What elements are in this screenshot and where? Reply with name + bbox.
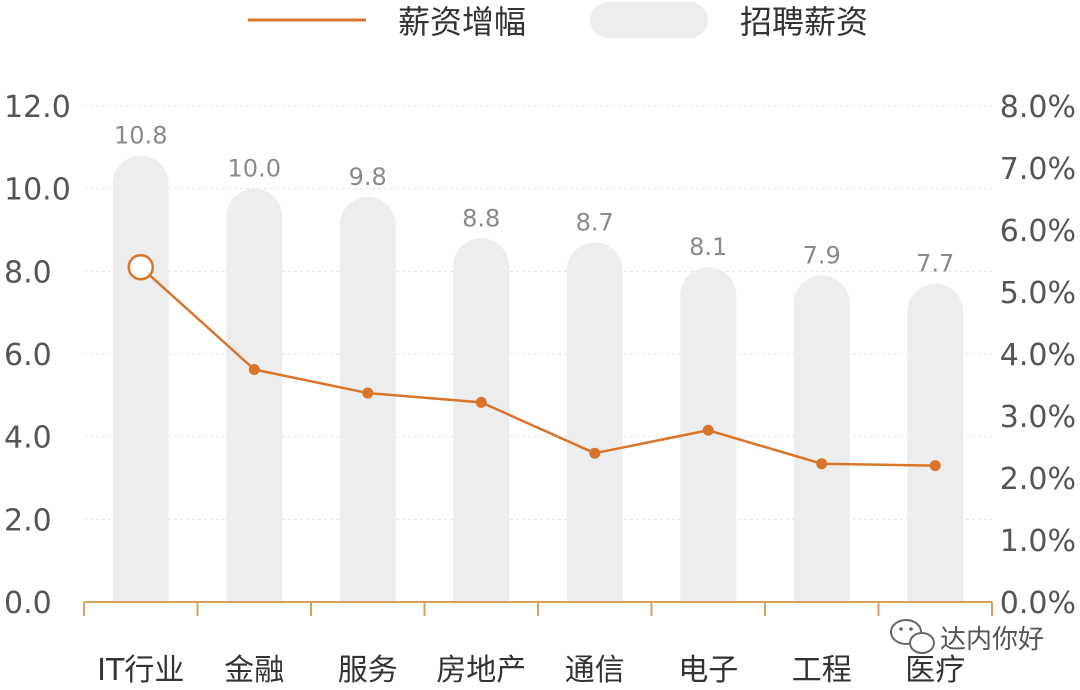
- bar-0: [112, 155, 169, 602]
- grid-lines: [84, 105, 992, 520]
- bar-7: [907, 283, 964, 602]
- y-right-tick-label: 6.0%: [1000, 214, 1076, 249]
- growth-point: [929, 460, 941, 472]
- growth-line-path: [139, 266, 936, 467]
- legend-label-salary-growth: 薪资增幅: [398, 3, 526, 41]
- y-left-tick-label: 6.0: [4, 338, 52, 373]
- legend-bar-swatch: [590, 2, 708, 38]
- bar-value-label: 7.7: [916, 250, 954, 278]
- category-label: 房地产: [436, 653, 526, 688]
- bar-value-label: 8.1: [689, 233, 727, 261]
- bar-2: [339, 196, 396, 602]
- legend: 薪资增幅 招聘薪资: [248, 2, 868, 41]
- watermark-text: 达内你好: [940, 625, 1044, 655]
- y-left-tick-label: 12.0: [4, 90, 71, 125]
- bar-value-label: 9.8: [349, 163, 387, 191]
- growth-point: [475, 396, 487, 408]
- bar-value-label: 8.8: [462, 204, 500, 232]
- bar-value-label: 10.8: [114, 122, 167, 150]
- y-left-tick-label: 2.0: [4, 503, 52, 538]
- category-label: 金融: [224, 653, 284, 688]
- y-right-tick-label: 0.0%: [1000, 586, 1076, 621]
- bar-6: [793, 275, 850, 602]
- growth-point: [816, 458, 828, 470]
- category-label: 工程: [792, 653, 852, 688]
- category-label: 通信: [565, 653, 625, 688]
- y-right-tick-label: 3.0%: [1000, 400, 1076, 435]
- bar-value-label: 7.9: [803, 241, 841, 269]
- bar-1: [226, 188, 283, 602]
- watermark: 达内你好: [890, 619, 1044, 655]
- y-right-tick-label: 7.0%: [1000, 152, 1076, 187]
- y-right-tick-label: 1.0%: [1000, 524, 1076, 559]
- y-right-tick-label: 8.0%: [1000, 90, 1076, 125]
- y-left-tick-label: 0.0: [4, 586, 52, 621]
- y-right-tick-label: 2.0%: [1000, 462, 1076, 497]
- bar-value-label: 10.0: [228, 155, 281, 183]
- y-right-tick-label: 4.0%: [1000, 338, 1076, 373]
- category-label: 服务: [338, 653, 398, 688]
- growth-point: [589, 447, 601, 459]
- wechat-icon: [890, 619, 935, 654]
- bar-3: [453, 238, 510, 603]
- y-left-tick-label: 10.0: [4, 173, 71, 208]
- data-labels: 10.8 10.0 9.8 8.8 8.7 8.1 7.9 7.7: [114, 122, 954, 278]
- bars: [112, 155, 964, 603]
- y-left-tick-label: 8.0: [4, 255, 52, 290]
- y-axis-left: 0.0 2.0 4.0 6.0 8.0 10.0 12.0: [4, 90, 71, 621]
- x-axis: IT行业 金融 服务 房地产 通信 电子 工程 医疗: [83, 601, 993, 688]
- growth-line: [127, 253, 941, 472]
- bar-value-label: 8.7: [576, 208, 614, 236]
- bar-4: [566, 242, 623, 602]
- growth-point: [248, 364, 260, 375]
- growth-point-highlight: [127, 253, 154, 281]
- y-axis-right: 0.0% 1.0% 2.0% 3.0% 4.0% 5.0% 6.0% 7.0% 8.0%: [1000, 90, 1076, 621]
- category-label: 医疗: [905, 653, 965, 688]
- category-label: IT行业: [97, 653, 184, 688]
- category-label: 电子: [678, 653, 738, 688]
- y-right-tick-label: 5.0%: [1000, 276, 1076, 311]
- y-left-tick-label: 4.0: [4, 421, 52, 456]
- growth-point: [702, 424, 714, 436]
- legend-label-recruit-salary: 招聘薪资: [740, 3, 868, 41]
- growth-point: [362, 387, 374, 399]
